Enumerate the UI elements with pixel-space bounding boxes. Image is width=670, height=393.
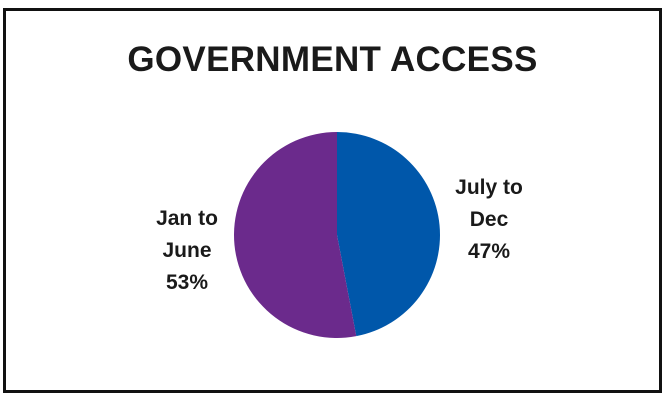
slice-percent: 47% — [467, 240, 511, 263]
slice-label-line: June — [162, 239, 212, 262]
pie-slices — [234, 132, 441, 338]
chart-title: GOVERNMENT ACCESS — [127, 40, 538, 79]
slice-label-line: Jan to — [156, 207, 218, 230]
slice-label-july-to-dec: July to Dec 47% — [429, 172, 549, 268]
slice-label-jan-to-june: Jan to June 53% — [127, 203, 247, 299]
pie-chart — [234, 132, 441, 338]
slice-percent: 53% — [165, 271, 209, 294]
pie-slice-jan-to-june — [234, 132, 357, 338]
pie-slice-july-to-dec — [337, 132, 441, 337]
slice-label-line: Dec — [469, 208, 509, 231]
slice-label-line: July to — [455, 176, 523, 199]
